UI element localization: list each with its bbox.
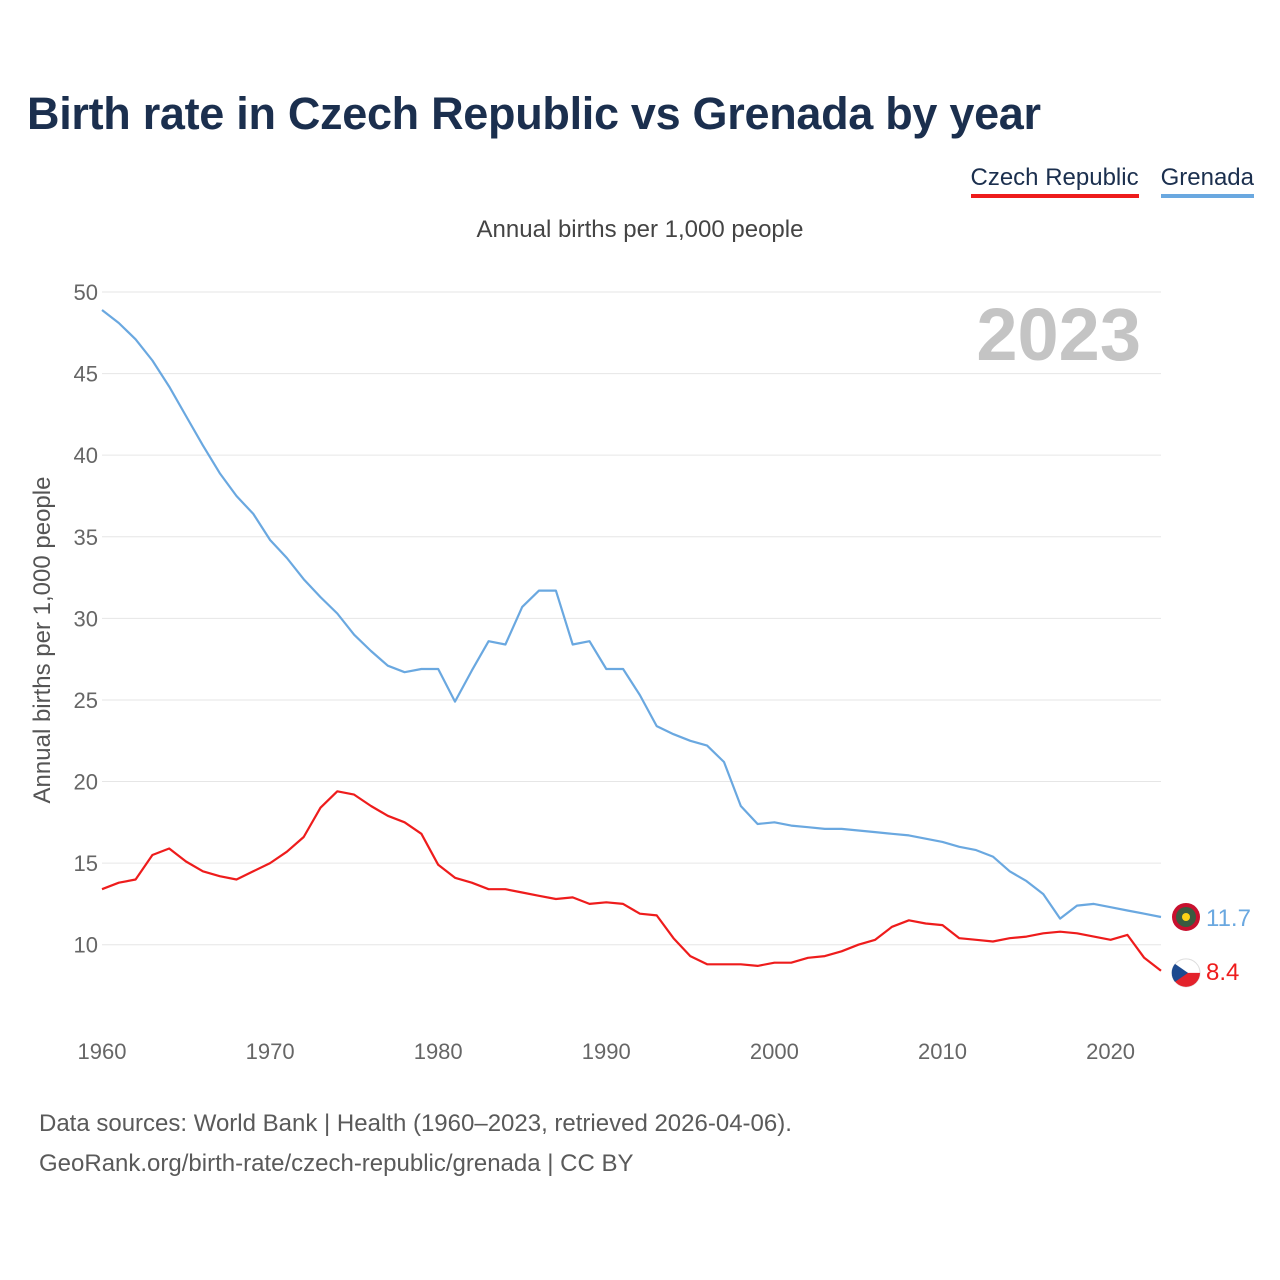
y-axis-ticks: 10 15 20 25 30 35 40 45 50 (74, 280, 98, 958)
x-tick-1960: 1960 (78, 1039, 127, 1064)
chart-subtitle: Annual births per 1,000 people (476, 216, 804, 243)
line-chart: 10 15 20 25 30 35 40 45 50 1960 1970 1980 1990 2000 2… (29, 280, 1251, 1064)
legend-item-grenada[interactable]: Grenada (1160, 164, 1254, 198)
legend: Czech Republic Grenada (970, 164, 1254, 198)
y-tick-30: 30 (74, 606, 98, 631)
y-tick-10: 10 (74, 933, 98, 958)
x-tick-1970: 1970 (246, 1039, 295, 1064)
chart-title: Birth rate in Czech Republic vs Grenada … (27, 88, 1041, 139)
series-lines (101, 309, 1162, 972)
x-tick-1980: 1980 (414, 1039, 463, 1064)
end-label-czech-republic: 8.4 (1206, 959, 1239, 986)
x-tick-2010: 2010 (918, 1039, 967, 1064)
y-tick-45: 45 (74, 362, 98, 387)
footer: Data sources: World Bank | Health (1960–… (39, 1104, 792, 1184)
y-tick-20: 20 (74, 770, 98, 795)
footer-attribution[interactable]: GeoRank.org/birth-rate/czech-republic/gr… (39, 1150, 634, 1177)
series-line-grenada[interactable] (101, 309, 1162, 920)
y-tick-25: 25 (74, 688, 98, 713)
gridlines (102, 291, 1161, 946)
x-tick-1990: 1990 (582, 1039, 631, 1064)
y-tick-15: 15 (74, 851, 98, 876)
y-tick-40: 40 (74, 443, 98, 468)
flag-icon-czech-republic (1171, 958, 1201, 988)
legend-item-czech-republic[interactable]: Czech Republic (970, 164, 1139, 198)
flag-icon-grenada (1172, 902, 1200, 931)
y-axis-label: Annual births per 1,000 people (29, 477, 56, 804)
y-tick-50: 50 (74, 280, 98, 305)
footer-sources: Data sources: World Bank | Health (1960–… (39, 1110, 792, 1137)
x-tick-2020: 2020 (1086, 1039, 1135, 1064)
year-watermark: 2023 (976, 293, 1141, 376)
end-label-grenada: 11.7 (1206, 905, 1251, 932)
y-tick-35: 35 (74, 525, 98, 550)
end-labels: 8.4 11.7 (1171, 902, 1251, 988)
x-axis-ticks: 1960 1970 1980 1990 2000 2010 2020 (78, 1039, 1136, 1064)
series-line-czech-republic[interactable] (101, 790, 1162, 972)
x-tick-2000: 2000 (750, 1039, 799, 1064)
